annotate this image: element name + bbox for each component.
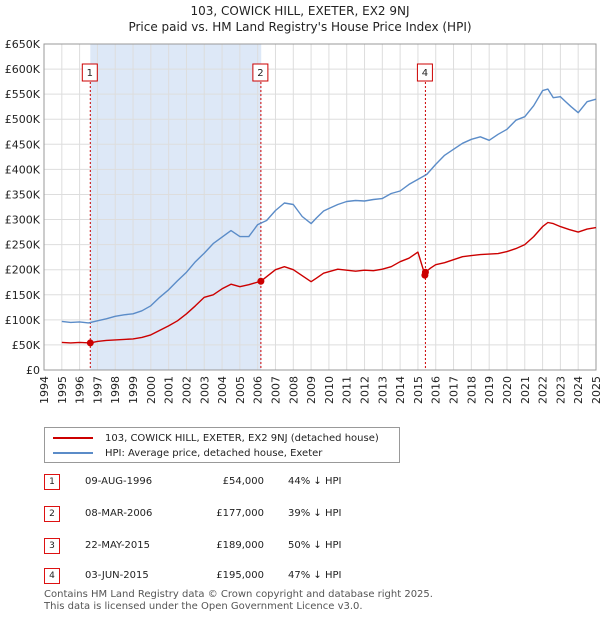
- sale-date: 03-JUN-2015: [85, 570, 149, 581]
- sale-price: £189,000: [216, 540, 264, 551]
- y-tick-label: £250K: [5, 239, 41, 252]
- y-tick-label: £450K: [5, 138, 41, 151]
- footer: Contains HM Land Registry data © Crown c…: [44, 589, 433, 613]
- sale-number-badge: 4: [44, 568, 60, 584]
- legend-label-price-paid: 103, COWICK HILL, EXETER, EX2 9NJ (detac…: [105, 432, 379, 444]
- y-tick-label: £400K: [5, 163, 41, 176]
- x-tick-label: 1997: [91, 376, 104, 404]
- sale-price: £195,000: [216, 570, 264, 581]
- sale-point: [86, 339, 94, 347]
- sale-hpi-diff: 39% ↓ HPI: [288, 508, 342, 519]
- footer-licence: This data is licensed under the Open Gov…: [44, 601, 363, 612]
- y-tick-label: £50K: [12, 339, 41, 352]
- x-tick-label: 2017: [448, 376, 461, 404]
- sale-number-badge: 2: [44, 506, 60, 522]
- x-tick-label: 1999: [127, 376, 140, 404]
- x-tick-label: 2005: [234, 376, 247, 404]
- y-tick-label: £500K: [5, 113, 41, 126]
- sale-row: 2 08-MAR-2006 £177,000 39% ↓ HPI: [44, 506, 444, 524]
- x-tick-label: 2013: [376, 376, 389, 404]
- legend: 103, COWICK HILL, EXETER, EX2 9NJ (detac…: [44, 427, 400, 463]
- sale-point: [421, 268, 429, 276]
- x-tick-label: 2007: [269, 376, 282, 404]
- y-tick-label: £0: [26, 364, 40, 377]
- sale-price: £177,000: [216, 508, 264, 519]
- x-tick-label: 2021: [519, 376, 532, 404]
- x-tick-label: 2022: [537, 376, 550, 404]
- x-tick-label: 2018: [465, 376, 478, 404]
- sale-marker-box: [416, 63, 433, 82]
- footer-copyright: Contains HM Land Registry data © Crown c…: [44, 589, 433, 600]
- x-tick-label: 2009: [305, 376, 318, 404]
- x-tick-label: 2016: [430, 376, 443, 404]
- price-chart: £0 £50K £100K £150K £200K £250K £300K £350K £400…: [5, 38, 600, 404]
- x-tick-label: 2002: [180, 376, 193, 404]
- x-tick-label: 2012: [359, 376, 372, 404]
- sale-row: 4 03-JUN-2015 £195,000 47% ↓ HPI: [44, 568, 444, 586]
- plot-frame: [43, 43, 597, 371]
- x-tick-label: 2024: [572, 376, 585, 404]
- x-tick-label: 1996: [74, 376, 87, 404]
- x-tick-label: 2019: [483, 376, 496, 404]
- sale-date: 08-MAR-2006: [85, 508, 153, 519]
- x-tick-label: 2011: [341, 376, 354, 404]
- chart-subtitle: Price paid vs. HM Land Registry's House …: [128, 20, 472, 34]
- x-tick-label: 2023: [554, 376, 567, 404]
- legend-swatch-hpi: [53, 452, 93, 454]
- y-tick-label: £650K: [5, 38, 41, 51]
- y-tick-label: £300K: [5, 214, 41, 227]
- sale-number-badge: 1: [44, 474, 60, 490]
- y-tick-label: £550K: [5, 88, 41, 101]
- sale-marker-label: 4: [422, 68, 428, 79]
- sale-number-badge: 3: [44, 538, 60, 554]
- x-tick-label: 2003: [198, 376, 211, 404]
- sale-date: 09-AUG-1996: [85, 476, 153, 487]
- y-tick-label: £200K: [5, 264, 41, 277]
- x-tick-label: 1995: [56, 376, 69, 404]
- legend-item-price-paid: 103, COWICK HILL, EXETER, EX2 9NJ (detac…: [53, 431, 379, 445]
- x-tick-label: 2000: [145, 376, 158, 404]
- sale-row: 1 09-AUG-1996 £54,000 44% ↓ HPI: [44, 474, 444, 492]
- sale-price: £54,000: [222, 476, 264, 487]
- sale-marker-label: 1: [87, 68, 93, 79]
- legend-label-hpi: HPI: Average price, detached house, Exet…: [105, 447, 323, 459]
- legend-item-hpi: HPI: Average price, detached house, Exet…: [53, 446, 322, 460]
- y-tick-label: £150K: [5, 289, 41, 302]
- x-tick-label: 2025: [590, 376, 600, 404]
- y-tick-label: £600K: [5, 63, 41, 76]
- sale-row: 3 22-MAY-2015 £189,000 50% ↓ HPI: [44, 538, 444, 556]
- x-tick-label: 2020: [501, 376, 514, 404]
- x-tick-label: 1998: [109, 376, 122, 404]
- sale-hpi-diff: 47% ↓ HPI: [288, 570, 342, 581]
- legend-swatch-price-paid: [53, 437, 93, 439]
- x-tick-label: 2010: [323, 376, 336, 404]
- price-paid-line: [61, 221, 597, 344]
- x-tick-label: 2008: [287, 376, 300, 404]
- y-tick-label: £100K: [5, 314, 41, 327]
- y-tick-label: £350K: [5, 188, 41, 201]
- x-tick-label: 1994: [38, 376, 51, 404]
- x-tick-label: 2001: [163, 376, 176, 404]
- x-tick-label: 2004: [216, 376, 229, 404]
- sale-hpi-diff: 50% ↓ HPI: [288, 540, 342, 551]
- x-tick-label: 2014: [394, 376, 407, 404]
- sale-marker-label: 2: [257, 68, 263, 79]
- x-tick-label: 2015: [412, 376, 425, 404]
- x-tick-label: 2006: [252, 376, 265, 404]
- sale-hpi-diff: 44% ↓ HPI: [288, 476, 342, 487]
- sale-date: 22-MAY-2015: [85, 540, 151, 551]
- sale-point: [257, 277, 265, 285]
- sale-marker-box: [81, 63, 98, 82]
- hpi-line: [61, 88, 597, 324]
- sale-marker-box: [252, 63, 269, 82]
- chart-title: 103, COWICK HILL, EXETER, EX2 9NJ: [190, 4, 410, 18]
